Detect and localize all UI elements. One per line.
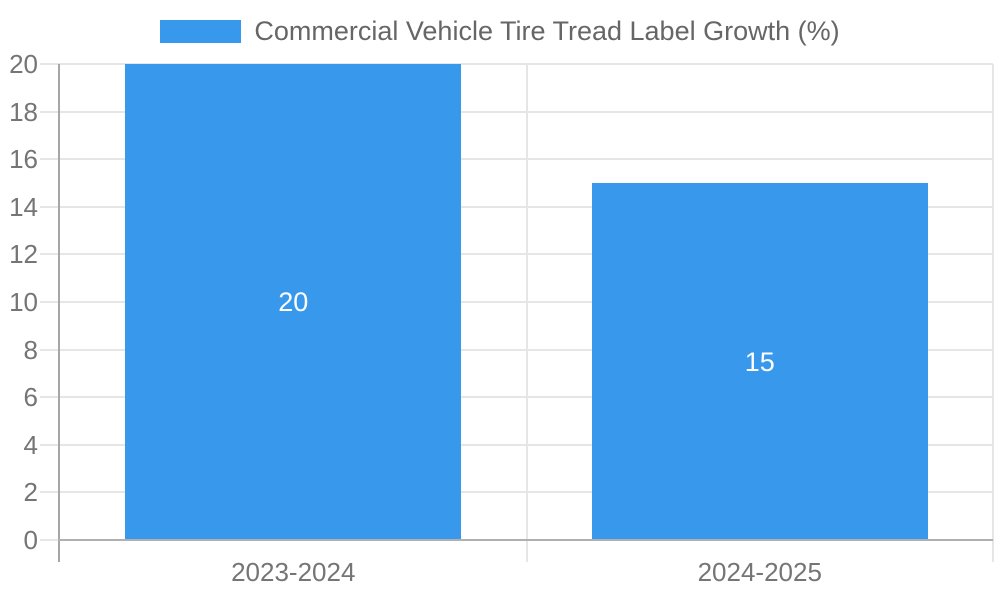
y-axis-tick	[40, 396, 60, 399]
y-axis-tick-label: 20	[9, 49, 38, 79]
y-axis-tick	[40, 539, 60, 541]
y-axis-tick-label: 12	[9, 239, 38, 270]
bar[interactable]	[125, 64, 462, 540]
legend-swatch[interactable]	[160, 19, 242, 43]
y-axis-tick-label: 16	[9, 144, 38, 175]
y-axis-tick	[40, 443, 60, 446]
x-axis-tick-label: 2024-2025	[697, 557, 822, 587]
y-axis-tick	[40, 205, 60, 208]
bar[interactable]	[591, 183, 928, 540]
bar-value-label: 20	[278, 287, 309, 317]
grid-line-vertical	[525, 64, 528, 562]
grid-line-vertical	[992, 64, 994, 562]
y-axis-tick-label: 18	[9, 96, 38, 127]
y-axis-tick-label: 10	[9, 287, 38, 317]
y-axis-tick-label: 0	[23, 525, 38, 555]
y-axis-tick-label: 8	[23, 334, 38, 365]
y-axis-tick	[40, 491, 60, 494]
x-axis-line	[58, 539, 993, 541]
x-axis-tick-label: 2023-2024	[231, 557, 356, 587]
y-axis-tick	[40, 253, 60, 256]
y-axis-tick	[40, 301, 60, 303]
y-axis-tick-label: 6	[23, 382, 38, 413]
bar-value-label: 15	[744, 346, 775, 377]
y-axis-tick-label: 2	[23, 477, 38, 508]
y-axis-tick	[40, 158, 60, 161]
chart-legend[interactable]: Commercial Vehicle Tire Tread Label Grow…	[0, 14, 1000, 48]
y-axis-line	[58, 64, 60, 562]
y-axis-tick-label: 14	[9, 191, 38, 222]
y-axis-tick	[40, 63, 60, 65]
y-axis-tick	[40, 348, 60, 351]
legend-label: Commercial Vehicle Tire Tread Label Grow…	[254, 16, 840, 46]
y-axis-tick-label: 4	[23, 429, 38, 460]
y-axis-tick	[40, 110, 60, 113]
